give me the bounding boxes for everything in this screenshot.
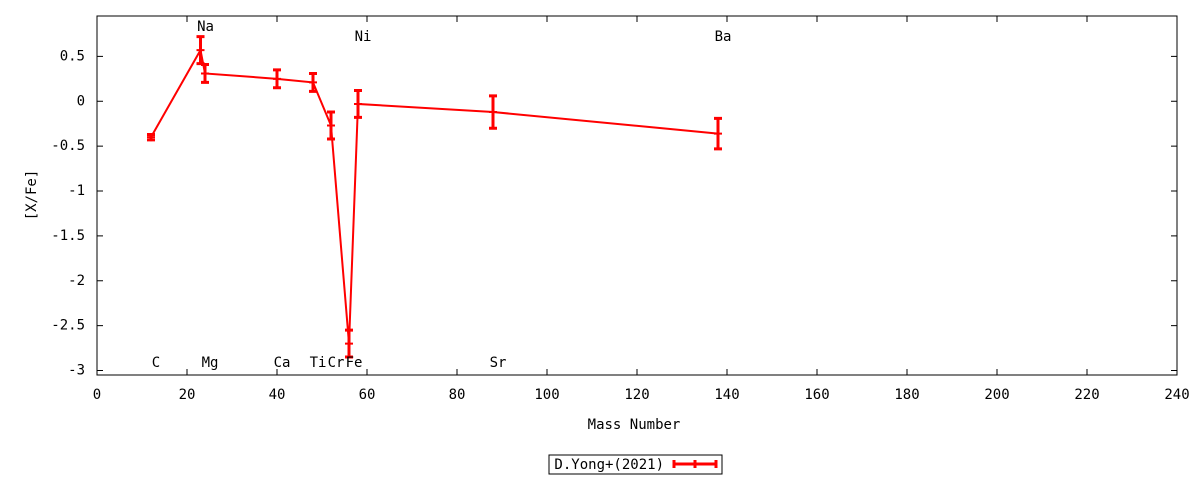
point (354, 99, 362, 108)
x-tick-label: 180 (894, 387, 919, 403)
point (345, 339, 353, 348)
y-axis-label: [X/Fe] (24, 170, 40, 221)
y-tick-label: -0.5 (51, 138, 85, 154)
x-tick-label: 220 (1074, 387, 1099, 403)
y-tick-label: -3 (68, 363, 85, 379)
point (327, 121, 335, 130)
point (147, 133, 155, 142)
x-tick-label: 200 (984, 387, 1009, 403)
x-tick-label: 140 (714, 387, 739, 403)
y-tick-label: -1.5 (51, 228, 85, 244)
x-tick-label: 100 (534, 387, 559, 403)
legend-swatch (672, 460, 718, 468)
x-tick-label: 0 (93, 387, 101, 403)
element-label: Na (197, 19, 214, 35)
element-label: Ca (274, 355, 291, 371)
y-tick-label: -2.5 (51, 318, 85, 334)
point (489, 108, 497, 117)
x-tick-label: 40 (269, 387, 286, 403)
x-tick-label: 60 (359, 387, 376, 403)
x-tick-label: 160 (804, 387, 829, 403)
legend-box (548, 454, 723, 475)
y-tick-label: -1 (68, 183, 85, 199)
y-tick-label: 0 (77, 93, 85, 109)
point (201, 69, 209, 78)
series-line (150, 47, 719, 344)
element-label: Mg (202, 355, 219, 371)
element-label: Ni (355, 29, 372, 45)
point (309, 78, 317, 87)
point (196, 46, 205, 55)
plot-frame (96, 15, 1178, 376)
element-label: Ti (310, 355, 327, 371)
point (714, 129, 722, 138)
element-label: Ba (715, 29, 732, 45)
element-label: Sr (490, 355, 507, 371)
element-label: Fe (346, 355, 363, 371)
x-axis-label: Mass Number (588, 417, 681, 433)
element-label: C (152, 355, 160, 371)
legend-label: D.Yong+(2021) (554, 457, 664, 473)
x-tick-label: 240 (1164, 387, 1189, 403)
y-tick-label: 0.5 (60, 48, 85, 64)
x-tick-label: 80 (449, 387, 466, 403)
x-tick-label: 20 (179, 387, 196, 403)
y-tick-label: -2 (68, 273, 85, 289)
point (273, 74, 281, 83)
x-tick-label: 120 (624, 387, 649, 403)
element-label: Cr (328, 355, 345, 371)
